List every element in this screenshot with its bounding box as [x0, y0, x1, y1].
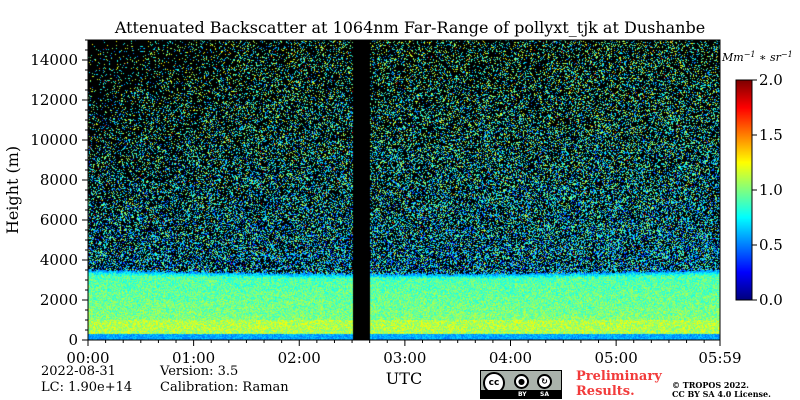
preliminary-line2: Results. [576, 384, 635, 399]
y-tick-label: 14000 [30, 51, 78, 69]
x-tick-label: 01:00 [172, 349, 215, 367]
badge-strip [481, 390, 561, 398]
date-text: 2022-08-31 [41, 364, 116, 379]
x-tick-label: 00:00 [66, 349, 109, 367]
by-label: BY [518, 391, 527, 398]
preliminary-line1: Preliminary [576, 369, 662, 384]
attribution-icon: ● [514, 374, 529, 389]
x-tick-label: 04:00 [489, 349, 532, 367]
x-axis-label: UTC [386, 369, 422, 388]
cc-license-badge: cc ● ↻ BY SA [480, 370, 562, 399]
x-tick-label: 05:00 [595, 349, 638, 367]
calibration-text: Calibration: Raman [160, 380, 289, 395]
colorbar-tick-label: 2.0 [759, 71, 783, 89]
chart-title: Attenuated Backscatter at 1064nm Far-Ran… [114, 18, 705, 37]
backscatter-heatmap [88, 40, 720, 340]
colorbar-unit-label: Mm−1 ∗ sr−1 [721, 50, 793, 64]
colorbar-tick-label: 1.0 [759, 181, 783, 199]
colorbar-frame [735, 79, 753, 301]
copyright-line1: © TROPOS 2022. [672, 380, 749, 390]
colorbar-tick-label: 0.5 [759, 236, 783, 254]
preliminary-results-text: Preliminary Results. [576, 369, 662, 399]
y-tick-label: 10000 [30, 131, 78, 149]
x-tick-label: 05:59 [698, 349, 741, 367]
plot-frame [87, 39, 721, 341]
copyright-text: © TROPOS 2022. CC BY SA 4.0 License. [672, 381, 771, 399]
lc-text: LC: 1.90e+14 [41, 380, 133, 395]
y-tick-label: 8000 [40, 171, 78, 189]
y-tick-label: 12000 [30, 91, 78, 109]
copyright-line2: CC BY SA 4.0 License. [672, 389, 771, 399]
sa-label: SA [540, 391, 549, 398]
colorbar-tick-label: 1.5 [759, 126, 783, 144]
version-text: Version: 3.5 [160, 364, 239, 379]
y-tick-label: 0 [68, 331, 78, 349]
share-alike-icon: ↻ [537, 374, 552, 389]
y-axis-label: Height (m) [3, 146, 22, 234]
x-tick-label: 02:00 [278, 349, 321, 367]
x-tick-label: 03:00 [383, 349, 426, 367]
y-tick-label: 2000 [40, 291, 78, 309]
y-tick-label: 6000 [40, 211, 78, 229]
y-tick-label: 4000 [40, 251, 78, 269]
colorbar [736, 80, 752, 300]
colorbar-tick-label: 0.0 [759, 291, 783, 309]
